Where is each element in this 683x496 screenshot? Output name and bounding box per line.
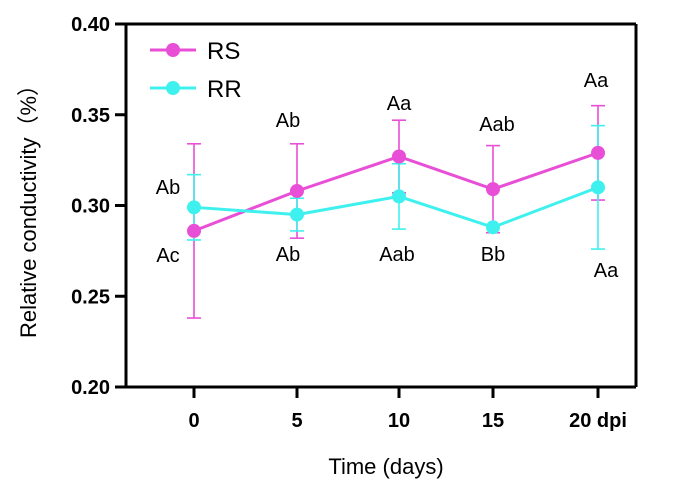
significance-label-rr: Aa (594, 260, 619, 282)
y-tick-label: 0.25 (71, 286, 110, 308)
y-tick-label: 0.35 (71, 105, 110, 127)
significance-label-rs: Aa (387, 93, 412, 115)
legend-label-rs: RS (207, 38, 240, 65)
data-point-rs (290, 183, 304, 198)
y-ticks: 0.20 0.25 0.30 0.35 0.40 (71, 14, 126, 399)
significance-label-rs: Ac (156, 245, 179, 267)
x-axis-title: Time (days) (328, 454, 443, 479)
legend-marker-rr (166, 81, 180, 95)
x-tick-label: 0 (188, 410, 199, 432)
significance-label-rs: Aa (584, 70, 609, 92)
significance-label-rr: Ab (156, 177, 180, 199)
legend-label-rr: RR (207, 76, 242, 103)
data-point-rs (486, 182, 500, 197)
significance-labels: Ac Ab Aa Aab Aa Ab Ab Aab Bb Aa (156, 70, 619, 282)
x-tick-label: 15 (482, 410, 504, 432)
data-point-rr (290, 207, 304, 222)
data-point-rs (591, 145, 605, 160)
y-tick-label: 0.40 (71, 14, 110, 36)
significance-label-rs: Aab (479, 114, 515, 136)
significance-label-rs: Ab (276, 110, 300, 132)
data-point-rr (591, 180, 605, 195)
significance-label-rr: Ab (276, 244, 300, 266)
axes (124, 22, 638, 389)
significance-label-rr: Aab (379, 244, 415, 266)
legend: RS RR (150, 38, 242, 103)
y-axis-title: Relative conductivity（%） (16, 74, 41, 338)
legend-marker-rs (166, 43, 180, 57)
data-point-rs (392, 149, 406, 164)
data-point-rr (187, 200, 201, 215)
data-point-rr (486, 220, 500, 235)
significance-label-rr: Bb (481, 244, 505, 266)
data-point-rr (392, 189, 406, 204)
y-tick-label: 0.30 (71, 196, 110, 218)
x-tick-label: 20 dpi (569, 410, 627, 432)
x-tick-label: 10 (388, 410, 410, 432)
x-ticks: 0 5 10 15 20 dpi (188, 387, 627, 432)
x-tick-label: 5 (291, 410, 302, 432)
data-point-rs (187, 223, 201, 238)
y-tick-label: 0.20 (71, 377, 110, 399)
series-points (187, 145, 605, 238)
